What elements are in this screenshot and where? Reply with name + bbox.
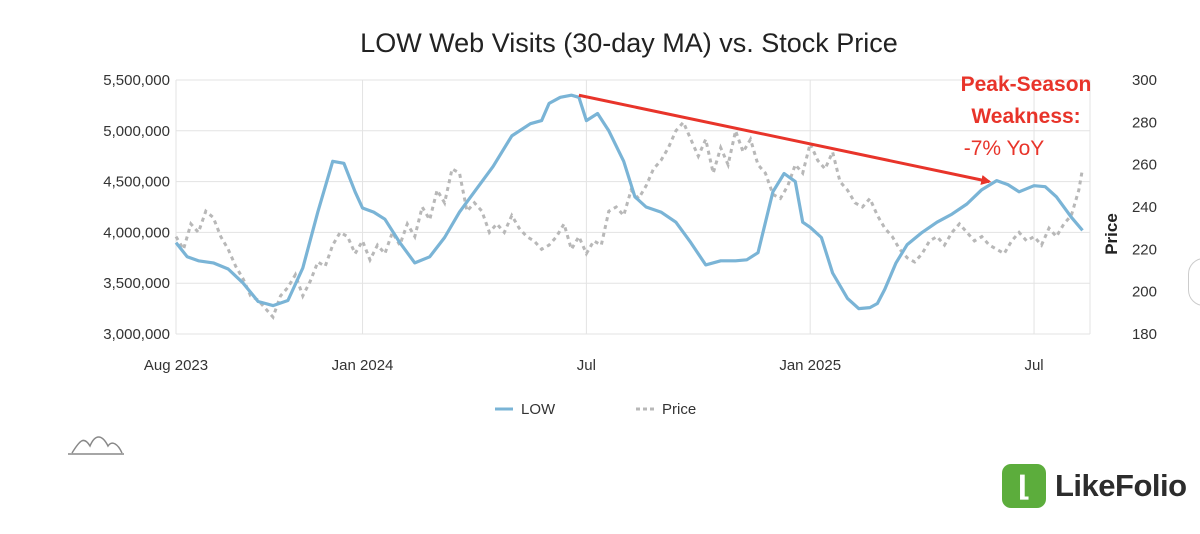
y-left-tick-label: 5,500,000 <box>103 72 170 89</box>
y-right-tick-label: 240 <box>1132 199 1157 216</box>
legend: LOW Price <box>495 401 696 418</box>
y-left-tick-label: 4,000,000 <box>103 224 170 241</box>
series-price-line <box>174 119 1084 321</box>
chart-title: LOW Web Visits (30-day MA) vs. Stock Pri… <box>360 28 898 58</box>
brand-logo: ⌊ LikeFolio <box>1002 463 1187 509</box>
y-left-tick-label: 4,500,000 <box>103 174 170 191</box>
y-left-tick-label: 3,500,000 <box>103 275 170 292</box>
x-axis: Aug 2023 Jan 2024 Jul Jan 2025 Jul <box>144 357 1044 374</box>
x-tick-label: Jul <box>1024 357 1043 374</box>
y-right-tick-label: 200 <box>1132 284 1157 301</box>
annotation-line-1: Peak-Season <box>961 73 1092 96</box>
y-left-tick-label: 3,000,000 <box>103 326 170 343</box>
side-scroll-tab[interactable] <box>1188 258 1200 306</box>
x-tick-label: Jan 2025 <box>779 357 841 374</box>
annotation-arrow <box>578 93 992 185</box>
y-axis-left: 3,000,000 3,500,000 4,000,000 4,500,000 5,00… <box>103 72 170 343</box>
annotation-line-3: -7% YoY <box>964 137 1045 160</box>
y-right-tick-label: 220 <box>1132 241 1157 258</box>
legend-low-label[interactable]: LOW <box>521 401 556 418</box>
x-tick-label: Aug 2023 <box>144 357 208 374</box>
y-left-tick-label: 5,000,000 <box>103 123 170 140</box>
x-tick-label: Jan 2024 <box>332 357 394 374</box>
y-axis-right-label: Price <box>1102 213 1121 255</box>
grid <box>175 79 1091 335</box>
y-axis-right: 180 200 220 240 260 280 300 <box>1132 72 1157 343</box>
y-right-tick-label: 300 <box>1132 72 1157 89</box>
lf-icon: ⌊ <box>1002 464 1046 508</box>
y-right-tick-label: 280 <box>1132 114 1157 131</box>
annotation-line-2: Weakness: <box>971 105 1080 128</box>
brand-name: LikeFolio <box>1055 468 1187 503</box>
y-right-tick-label: 180 <box>1132 326 1157 343</box>
y-right-tick-label: 260 <box>1132 157 1157 174</box>
series-low-line <box>174 93 1084 311</box>
wave-icon <box>68 436 124 455</box>
x-tick-label: Jul <box>577 357 596 374</box>
legend-price-label[interactable]: Price <box>662 401 696 418</box>
